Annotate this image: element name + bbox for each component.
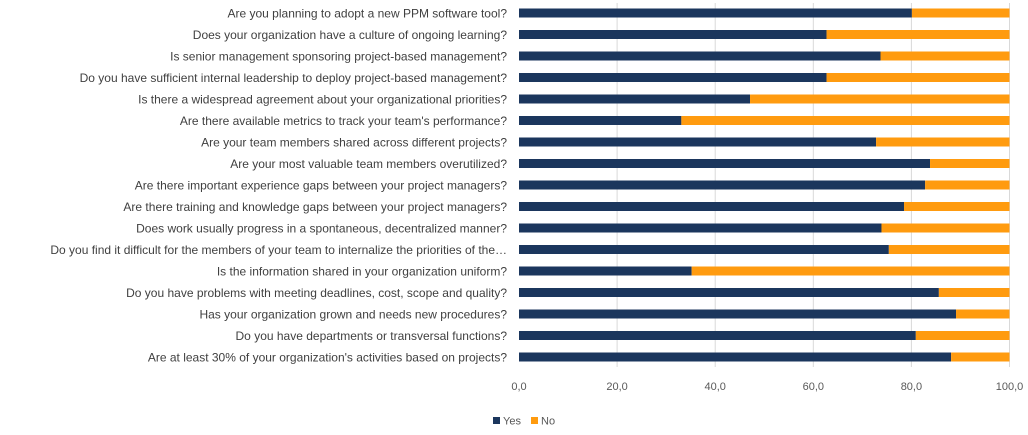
category-label: Does your organization have a culture of… xyxy=(193,28,508,42)
bar-no xyxy=(915,331,1010,340)
x-tick-label: 40,0 xyxy=(704,381,725,393)
bar-yes xyxy=(519,159,931,168)
bar-no xyxy=(880,51,1010,61)
category-label: Are you planning to adopt a new PPM soft… xyxy=(227,7,507,21)
bar-no xyxy=(925,180,1010,190)
category-label: Are there available metrics to track you… xyxy=(180,114,507,128)
category-label: Is the information shared in your organi… xyxy=(217,265,507,279)
legend-swatch-yes xyxy=(493,417,500,424)
bar-no xyxy=(904,202,1010,211)
bar-no xyxy=(750,94,1010,104)
bar-no xyxy=(876,137,1010,147)
category-label: Does work usually progress in a spontane… xyxy=(136,222,507,236)
bar-yes xyxy=(519,202,905,211)
bar-yes xyxy=(519,309,957,319)
category-label: Are there training and knowledge gaps be… xyxy=(123,200,507,214)
category-label: Do you find it difficult for the members… xyxy=(50,243,507,257)
legend-label: No xyxy=(541,416,555,428)
x-tick-label: 20,0 xyxy=(606,381,627,393)
bar-no xyxy=(911,8,1010,18)
bar-no xyxy=(930,159,1010,168)
bar-yes xyxy=(519,223,882,233)
category-label: Are at least 30% of your organization's … xyxy=(148,351,507,365)
bar-no xyxy=(881,223,1010,233)
category-label: Is there a widespread agreement about yo… xyxy=(138,93,507,107)
legend-swatch-no xyxy=(531,417,538,424)
bar-yes xyxy=(519,288,939,297)
bar-yes xyxy=(519,51,881,61)
category-label: Are there important experience gaps betw… xyxy=(135,179,508,193)
bar-no xyxy=(951,352,1010,362)
bar-no xyxy=(691,266,1010,276)
category-label: Do you have sufficient internal leadersh… xyxy=(80,71,508,85)
legend-label: Yes xyxy=(503,416,521,428)
x-tick-label: 100,0 xyxy=(996,381,1024,393)
bar-yes xyxy=(519,180,926,190)
bar-no xyxy=(888,245,1010,254)
bar-no xyxy=(826,73,1010,82)
category-label: Are your most valuable team members over… xyxy=(230,157,507,171)
bar-yes xyxy=(519,331,916,340)
bar-yes xyxy=(519,73,827,82)
bar-yes xyxy=(519,116,682,125)
category-label: Do you have departments or transversal f… xyxy=(236,329,508,343)
bar-yes xyxy=(519,266,692,276)
x-tick-label: 60,0 xyxy=(803,381,824,393)
category-label: Are your team members shared across diff… xyxy=(201,136,507,150)
x-tick-label: 0,0 xyxy=(511,381,526,393)
bar-no xyxy=(956,309,1010,319)
bar-yes xyxy=(519,30,827,39)
category-label: Is senior management sponsoring project-… xyxy=(170,50,507,64)
x-tick-label: 80,0 xyxy=(901,381,922,393)
bar-no xyxy=(681,116,1010,125)
bar-yes xyxy=(519,94,751,104)
bar-no xyxy=(938,288,1010,297)
category-label: Do you have problems with meeting deadli… xyxy=(126,286,507,300)
bar-yes xyxy=(519,352,952,362)
bar-yes xyxy=(519,137,877,147)
bar-no xyxy=(826,30,1010,39)
category-label: Has your organization grown and needs ne… xyxy=(199,308,507,322)
bar-yes xyxy=(519,245,889,254)
bar-yes xyxy=(519,8,912,18)
